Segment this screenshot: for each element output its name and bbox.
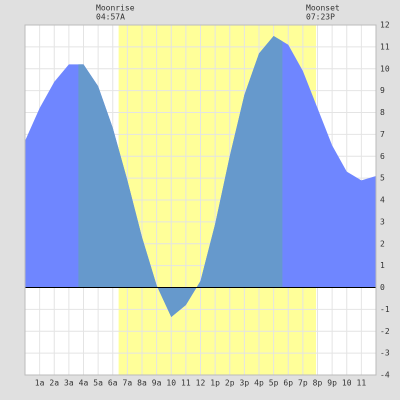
y-tick-label: 6 (380, 152, 385, 161)
x-tick-label: 3p (240, 379, 250, 388)
x-tick-label: 8p (313, 379, 323, 388)
x-tick-label: 4p (254, 379, 264, 388)
y-tick-label: -4 (380, 371, 390, 380)
x-tick-label: 1a (35, 379, 45, 388)
moonrise-label: Moonrise (96, 4, 135, 13)
y-tick-label: 3 (380, 217, 385, 226)
x-tick-label: 12 (196, 379, 206, 388)
moonset-label: Moonset (306, 4, 340, 13)
x-tick-label: 5a (93, 379, 103, 388)
x-tick-label: 1p (210, 379, 220, 388)
x-tick-label: 10 (342, 379, 352, 388)
x-tick-label: 10 (166, 379, 176, 388)
y-tick-label: 1 (380, 261, 385, 270)
y-tick-label: 8 (380, 108, 385, 117)
x-tick-label: 2p (225, 379, 235, 388)
x-tick-label: 4a (79, 379, 89, 388)
y-tick-label: 9 (380, 86, 385, 95)
y-tick-label: 5 (380, 174, 385, 183)
x-tick-label: 7a (123, 379, 133, 388)
plot-border (24, 24, 377, 376)
y-tick-label: -3 (380, 349, 390, 358)
x-tick-label: 8a (137, 379, 147, 388)
x-tick-label: 3a (64, 379, 74, 388)
x-tick-label: 6a (108, 379, 118, 388)
y-tick-label: 4 (380, 196, 385, 205)
x-tick-label: 11 (357, 379, 367, 388)
x-tick-label: 9a (152, 379, 162, 388)
y-tick-label: 2 (380, 239, 385, 248)
y-tick-label: -1 (380, 305, 390, 314)
x-tick-label: 5p (269, 379, 279, 388)
y-tick-label: 7 (380, 130, 385, 139)
x-tick-label: 2a (49, 379, 59, 388)
x-tick-label: 7p (298, 379, 308, 388)
x-tick-label: 9p (327, 379, 337, 388)
y-tick-label: -2 (380, 327, 390, 336)
y-tick-label: 12 (380, 21, 390, 30)
x-tick-label: 6p (283, 379, 293, 388)
moonrise-time: 04:57A (96, 13, 125, 22)
y-tick-label: 0 (380, 283, 385, 292)
moonset-time: 07:23P (306, 13, 335, 22)
x-tick-label: 11 (181, 379, 191, 388)
y-tick-label: 11 (380, 42, 390, 51)
y-tick-label: 10 (380, 64, 390, 73)
